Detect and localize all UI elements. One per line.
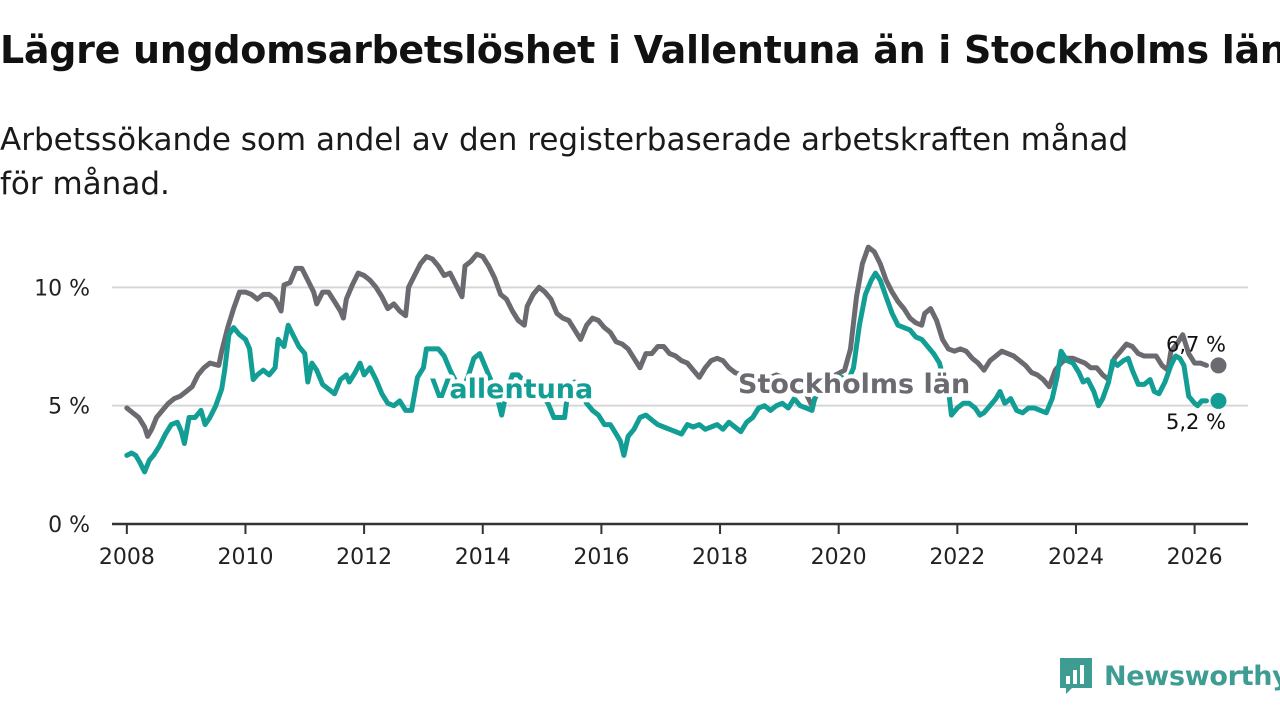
x-tick-label: 2008 bbox=[99, 545, 155, 570]
end-point-marker bbox=[1210, 392, 1227, 409]
x-tick-label: 2016 bbox=[573, 545, 629, 570]
series-layer bbox=[124, 244, 1209, 475]
axis-layer: 0 % 5 % 10 % 2008 2010 2012 2014 2016 2018 2020 20… bbox=[34, 276, 1248, 570]
end-value-label: 6,7 % bbox=[1166, 332, 1226, 356]
x-tick-label: 2020 bbox=[811, 545, 867, 570]
series-label: Vallentuna bbox=[430, 374, 593, 405]
x-tick-label: 2018 bbox=[692, 545, 748, 570]
chart-title: Lägre ungdomsarbetslöshet i Vallentuna ä… bbox=[0, 28, 1280, 72]
x-tick-label: 2026 bbox=[1167, 545, 1223, 570]
series-line-vallentuna bbox=[124, 270, 1209, 475]
x-tick-label: 2022 bbox=[929, 545, 985, 570]
x-tick-label: 2024 bbox=[1048, 545, 1104, 570]
y-tick-label: 5 % bbox=[48, 395, 90, 420]
end-value-label: 5,2 % bbox=[1166, 410, 1226, 434]
series-label-halo: Vallentuna bbox=[430, 374, 593, 405]
newsworthy-logo[interactable]: Newsworthy bbox=[1058, 655, 1280, 697]
series-label: Stockholms län bbox=[738, 369, 970, 400]
chart-subtitle: Arbetssökande som andel av den registerb… bbox=[0, 122, 1129, 202]
y-tick-label: 0 % bbox=[48, 513, 90, 538]
series-label-halo: Stockholms län bbox=[738, 369, 970, 400]
brand-name: Newsworthy bbox=[1104, 660, 1280, 692]
x-tick-label: 2010 bbox=[217, 545, 273, 570]
y-tick-label: 10 % bbox=[34, 276, 90, 301]
x-tick-label: 2014 bbox=[455, 545, 511, 570]
chart-speech-bubble-icon bbox=[1060, 658, 1092, 694]
grid-layer bbox=[112, 286, 1248, 407]
series-line-stockholms-l-n bbox=[124, 244, 1209, 439]
x-tick-label: 2012 bbox=[336, 545, 392, 570]
end-point-marker bbox=[1210, 357, 1227, 374]
